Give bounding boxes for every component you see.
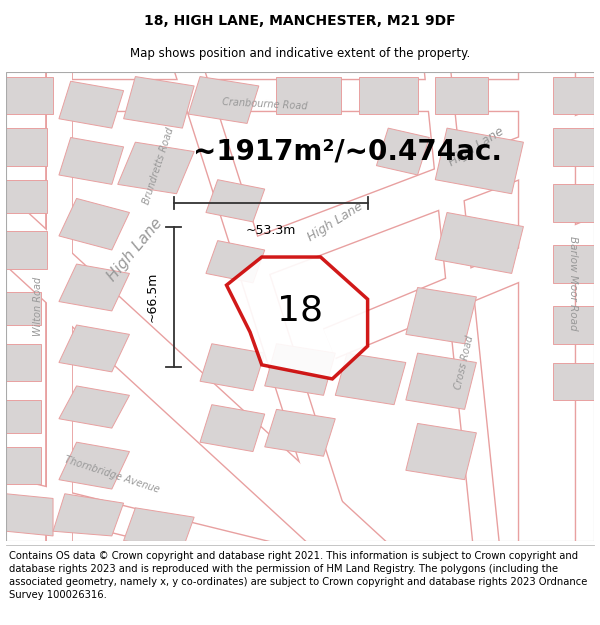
- Polygon shape: [6, 76, 53, 114]
- Polygon shape: [265, 344, 335, 396]
- Polygon shape: [59, 442, 130, 489]
- Polygon shape: [206, 180, 265, 222]
- Text: High Lane: High Lane: [105, 216, 166, 284]
- Text: Brundretts Road: Brundretts Road: [142, 126, 176, 206]
- Polygon shape: [59, 325, 130, 372]
- Polygon shape: [227, 257, 368, 379]
- Polygon shape: [59, 386, 130, 428]
- Polygon shape: [406, 424, 476, 480]
- Polygon shape: [6, 494, 53, 536]
- Polygon shape: [6, 292, 41, 325]
- Text: ~66.5m: ~66.5m: [146, 272, 159, 322]
- Polygon shape: [435, 213, 523, 274]
- Polygon shape: [200, 344, 265, 391]
- Polygon shape: [277, 76, 341, 114]
- Polygon shape: [376, 128, 430, 175]
- Polygon shape: [553, 184, 594, 222]
- Polygon shape: [265, 409, 335, 456]
- Text: 18: 18: [277, 294, 323, 328]
- Polygon shape: [335, 353, 406, 405]
- Polygon shape: [6, 344, 41, 381]
- Polygon shape: [435, 76, 488, 114]
- Text: Contains OS data © Crown copyright and database right 2021. This information is : Contains OS data © Crown copyright and d…: [9, 551, 587, 601]
- Polygon shape: [124, 508, 194, 550]
- Text: Wilton Road: Wilton Road: [34, 277, 43, 336]
- Polygon shape: [553, 245, 594, 282]
- Polygon shape: [59, 81, 124, 128]
- Polygon shape: [553, 362, 594, 400]
- Polygon shape: [6, 128, 47, 166]
- Polygon shape: [435, 128, 523, 194]
- Polygon shape: [59, 138, 124, 184]
- Polygon shape: [553, 128, 594, 166]
- Polygon shape: [59, 264, 130, 311]
- Polygon shape: [6, 447, 41, 484]
- Polygon shape: [200, 405, 265, 451]
- Polygon shape: [6, 400, 41, 432]
- Text: 18, HIGH LANE, MANCHESTER, M21 9DF: 18, HIGH LANE, MANCHESTER, M21 9DF: [144, 14, 456, 28]
- Polygon shape: [59, 199, 130, 250]
- Text: High Lane: High Lane: [446, 125, 506, 169]
- Text: Cranbourne Road: Cranbourne Road: [222, 98, 308, 112]
- Polygon shape: [6, 231, 47, 269]
- Polygon shape: [406, 353, 476, 409]
- Text: ~53.3m: ~53.3m: [245, 224, 296, 238]
- Polygon shape: [359, 76, 418, 114]
- Text: Thornbridge Avenue: Thornbridge Avenue: [63, 455, 161, 495]
- Polygon shape: [553, 306, 594, 344]
- Polygon shape: [6, 180, 47, 213]
- Polygon shape: [53, 494, 124, 536]
- Text: Map shows position and indicative extent of the property.: Map shows position and indicative extent…: [130, 47, 470, 59]
- Polygon shape: [206, 241, 265, 282]
- Polygon shape: [188, 76, 259, 124]
- Polygon shape: [124, 76, 194, 128]
- Text: High Lane: High Lane: [305, 200, 365, 244]
- Polygon shape: [406, 288, 476, 344]
- Text: Cross Road: Cross Road: [454, 334, 476, 391]
- Polygon shape: [118, 142, 194, 194]
- Polygon shape: [553, 76, 594, 114]
- Text: ~1917m²/~0.474ac.: ~1917m²/~0.474ac.: [193, 138, 502, 166]
- Text: Barlow Moor Road: Barlow Moor Road: [568, 236, 578, 330]
